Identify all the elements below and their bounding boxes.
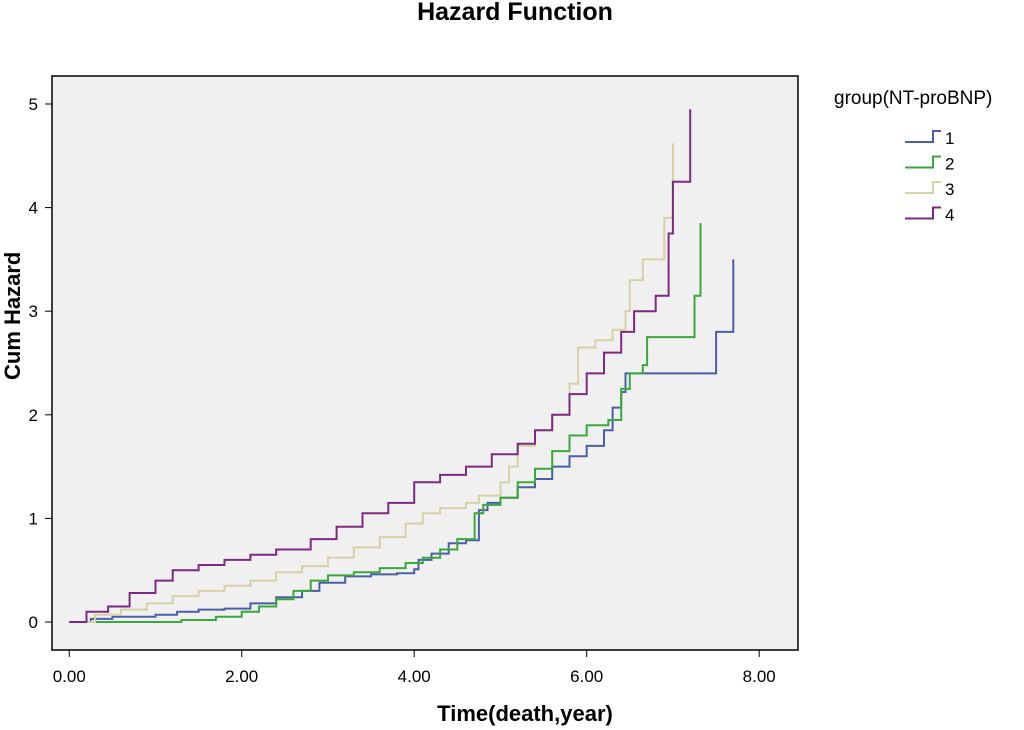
y-tick-label: 5: [29, 95, 38, 114]
y-tick-label: 3: [29, 302, 38, 321]
plot-area: [51, 75, 799, 651]
legend-swatch-4: [905, 206, 941, 220]
x-tick-label: 8.00: [743, 667, 776, 686]
legend-label-1: 1: [945, 129, 954, 148]
legend-swatch-1: [905, 130, 941, 143]
legend-label-2: 2: [945, 155, 954, 174]
y-tick-label: 0: [29, 613, 38, 632]
y-tick-label: 4: [29, 199, 38, 218]
x-tick-label: 4.00: [398, 667, 431, 686]
axes: 0.00 2.00 4.00 6.00 8.00 0 1 2 3 4 5: [29, 95, 776, 686]
series-line-2: [69, 223, 702, 623]
series-line-1: [69, 259, 735, 623]
legend-label-3: 3: [945, 180, 954, 199]
series-layer: [69, 109, 735, 623]
series-line-4: [69, 109, 692, 623]
y-tick-label: 2: [29, 406, 38, 425]
legend-title: group(NT-proBNP): [834, 88, 993, 109]
y-tick-label: 1: [29, 509, 38, 528]
chart-title: Hazard Function: [417, 0, 613, 26]
legend-swatch-3: [905, 181, 941, 194]
series-line-3: [69, 143, 674, 623]
legend: 1 2 3 4: [905, 129, 954, 225]
legend-swatch-2: [905, 155, 941, 169]
x-tick-label: 6.00: [570, 667, 603, 686]
y-axis-label: Cum Hazard: [0, 251, 25, 380]
legend-label-4: 4: [945, 206, 954, 225]
x-tick-label: 0.00: [53, 667, 86, 686]
x-tick-label: 2.00: [225, 667, 258, 686]
x-axis-label: Time(death,year): [437, 701, 613, 726]
